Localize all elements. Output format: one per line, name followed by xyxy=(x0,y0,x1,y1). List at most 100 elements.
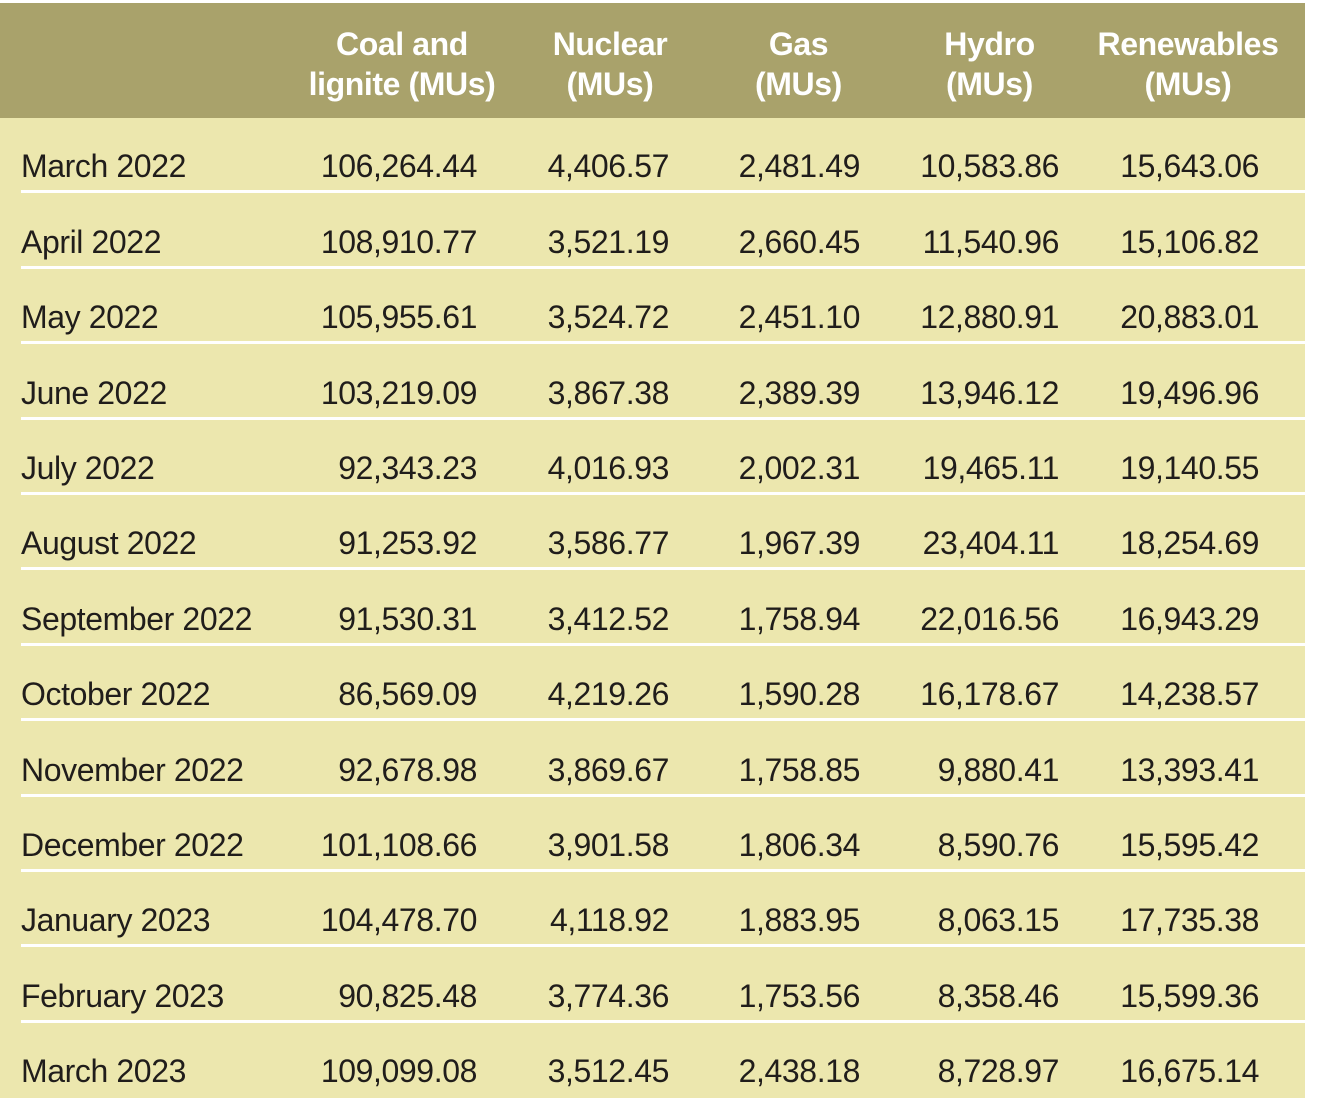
header-label-line: (MUs) xyxy=(566,66,654,102)
value-cell-renewables: 16,675.14 xyxy=(1120,1053,1259,1090)
value-cell-hydro: 8,358.46 xyxy=(937,977,1060,1014)
month-label: July 2022 xyxy=(21,449,155,486)
header-cell-renewables: Renewables (MUs) xyxy=(1083,3,1305,118)
value-cell-hydro: 11,540.96 xyxy=(922,223,1060,260)
month-label: June 2022 xyxy=(21,374,167,411)
value-cell-hydro: 19,465.11 xyxy=(922,449,1060,486)
value-cell-coal: 92,678.98 xyxy=(338,751,477,788)
table-row: December 2022 101,108.66 3,901.58 1,806.… xyxy=(0,797,1305,873)
header-label-line: lignite (MUs) xyxy=(308,66,496,102)
month-label: March 2023 xyxy=(21,1053,186,1090)
month-label: January 2023 xyxy=(21,902,211,939)
value-cell-nuclear: 3,412.52 xyxy=(547,600,670,637)
value-cell-hydro: 22,016.56 xyxy=(920,600,1059,637)
value-cell-nuclear: 4,406.57 xyxy=(547,148,670,185)
header-label-line: Hydro xyxy=(944,26,1035,62)
header-label-line: (MUs) xyxy=(755,66,842,102)
month-label: February 2023 xyxy=(21,977,224,1014)
data-table: Coal and lignite (MUs) Nuclear (MUs) Gas… xyxy=(0,3,1305,1099)
table-row: February 2023 90,825.48 3,774.36 1,753.5… xyxy=(0,947,1305,1024)
value-cell-renewables: 19,496.96 xyxy=(1120,374,1259,411)
value-cell-coal: 91,253.92 xyxy=(338,525,477,562)
header-cell-coal: Coal and lignite (MUs) xyxy=(245,3,503,118)
value-cell-hydro: 8,728.97 xyxy=(937,1053,1060,1090)
value-cell-hydro: 23,404.11 xyxy=(922,525,1060,562)
value-cell-nuclear: 4,219.26 xyxy=(547,676,670,713)
value-cell-nuclear: 3,524.72 xyxy=(547,299,670,336)
table-row: March 2022 106,264.44 4,406.57 2,481.49 … xyxy=(0,118,1305,194)
header-label-line: Gas xyxy=(768,26,829,62)
value-cell-gas: 1,758.85 xyxy=(738,751,861,788)
value-cell-renewables: 18,254.69 xyxy=(1120,525,1259,562)
value-cell-gas: 1,590.28 xyxy=(738,676,861,713)
header-label-line: Coal and xyxy=(336,26,468,62)
header-label-line: (MUs) xyxy=(1144,66,1232,102)
value-cell-hydro: 8,063.15 xyxy=(937,902,1060,939)
value-cell-nuclear: 4,118.92 xyxy=(550,902,669,939)
table-row: March 2023 109,099.08 3,512.45 2,438.18 … xyxy=(0,1023,1305,1098)
value-cell-nuclear: 3,901.58 xyxy=(547,826,670,863)
value-cell-gas: 2,389.39 xyxy=(738,374,861,411)
value-cell-renewables: 19,140.55 xyxy=(1120,449,1259,486)
month-label: April 2022 xyxy=(21,223,162,260)
value-cell-renewables: 14,238.57 xyxy=(1120,676,1259,713)
table-row: June 2022 103,219.09 3,867.38 2,389.39 1… xyxy=(0,344,1305,420)
table-row: April 2022 108,910.77 3,521.19 2,660.45 … xyxy=(0,193,1305,270)
value-cell-hydro: 13,946.12 xyxy=(920,374,1059,411)
month-label: August 2022 xyxy=(21,525,197,562)
value-cell-nuclear: 4,016.93 xyxy=(547,449,670,486)
table-row: January 2023 104,478.70 4,118.92 1,883.9… xyxy=(0,872,1305,948)
header-cell-month xyxy=(0,3,245,118)
month-label: November 2022 xyxy=(21,751,244,788)
value-cell-nuclear: 3,774.36 xyxy=(547,977,670,1014)
table-body: March 2022 106,264.44 4,406.57 2,481.49 … xyxy=(0,118,1305,1099)
value-cell-coal: 108,910.77 xyxy=(320,223,478,260)
value-cell-renewables: 15,643.06 xyxy=(1120,148,1259,185)
table-row: September 2022 91,530.31 3,412.52 1,758.… xyxy=(0,570,1305,647)
value-cell-coal: 90,825.48 xyxy=(338,977,477,1014)
month-label: December 2022 xyxy=(21,826,244,863)
header-label-line: Renewables xyxy=(1097,26,1279,62)
value-cell-hydro: 8,590.76 xyxy=(937,826,1060,863)
value-cell-gas: 1,967.39 xyxy=(738,525,861,562)
value-cell-renewables: 20,883.01 xyxy=(1120,299,1259,336)
table-row: November 2022 92,678.98 3,869.67 1,758.8… xyxy=(0,721,1305,797)
table-row: May 2022 105,955.61 3,524.72 2,451.10 12… xyxy=(0,269,1305,345)
value-cell-coal: 109,099.08 xyxy=(320,1053,478,1090)
value-cell-coal: 91,530.31 xyxy=(338,600,477,637)
value-cell-renewables: 16,943.29 xyxy=(1120,600,1259,637)
table-row: August 2022 91,253.92 3,586.77 1,967.39 … xyxy=(0,495,1305,571)
month-label: October 2022 xyxy=(21,676,211,713)
value-cell-hydro: 10,583.86 xyxy=(920,148,1059,185)
value-cell-gas: 1,883.95 xyxy=(738,902,861,939)
month-label: March 2022 xyxy=(21,148,186,185)
table-header: Coal and lignite (MUs) Nuclear (MUs) Gas… xyxy=(0,3,1305,118)
value-cell-coal: 101,108.66 xyxy=(320,826,478,863)
header-cell-nuclear: Nuclear (MUs) xyxy=(503,3,693,118)
header-cell-gas: Gas (MUs) xyxy=(693,3,884,118)
value-cell-renewables: 13,393.41 xyxy=(1120,751,1259,788)
value-cell-gas: 2,481.49 xyxy=(738,148,861,185)
header-label-line: (MUs) xyxy=(946,66,1033,102)
value-cell-gas: 2,002.31 xyxy=(738,449,861,486)
value-cell-coal: 104,478.70 xyxy=(320,902,478,939)
value-cell-hydro: 12,880.91 xyxy=(920,299,1059,336)
value-cell-gas: 1,758.94 xyxy=(738,600,861,637)
value-cell-renewables: 15,595.42 xyxy=(1120,826,1259,863)
value-cell-renewables: 15,106.82 xyxy=(1120,223,1259,260)
value-cell-coal: 105,955.61 xyxy=(320,299,478,336)
value-cell-nuclear: 3,512.45 xyxy=(547,1053,670,1090)
header-label-line: Nuclear xyxy=(552,26,668,62)
value-cell-gas: 2,438.18 xyxy=(738,1053,861,1090)
value-cell-hydro: 16,178.67 xyxy=(920,676,1059,713)
value-cell-nuclear: 3,586.77 xyxy=(547,525,670,562)
value-cell-gas: 1,806.34 xyxy=(738,826,861,863)
value-cell-coal: 86,569.09 xyxy=(338,676,477,713)
value-cell-coal: 106,264.44 xyxy=(320,148,478,185)
header-cell-hydro: Hydro (MUs) xyxy=(884,3,1083,118)
value-cell-gas: 2,660.45 xyxy=(738,223,861,260)
table-row: October 2022 86,569.09 4,219.26 1,590.28… xyxy=(0,646,1305,722)
table-row: July 2022 92,343.23 4,016.93 2,002.31 19… xyxy=(0,420,1305,496)
value-cell-renewables: 17,735.38 xyxy=(1120,902,1259,939)
value-cell-renewables: 15,599.36 xyxy=(1120,977,1259,1014)
